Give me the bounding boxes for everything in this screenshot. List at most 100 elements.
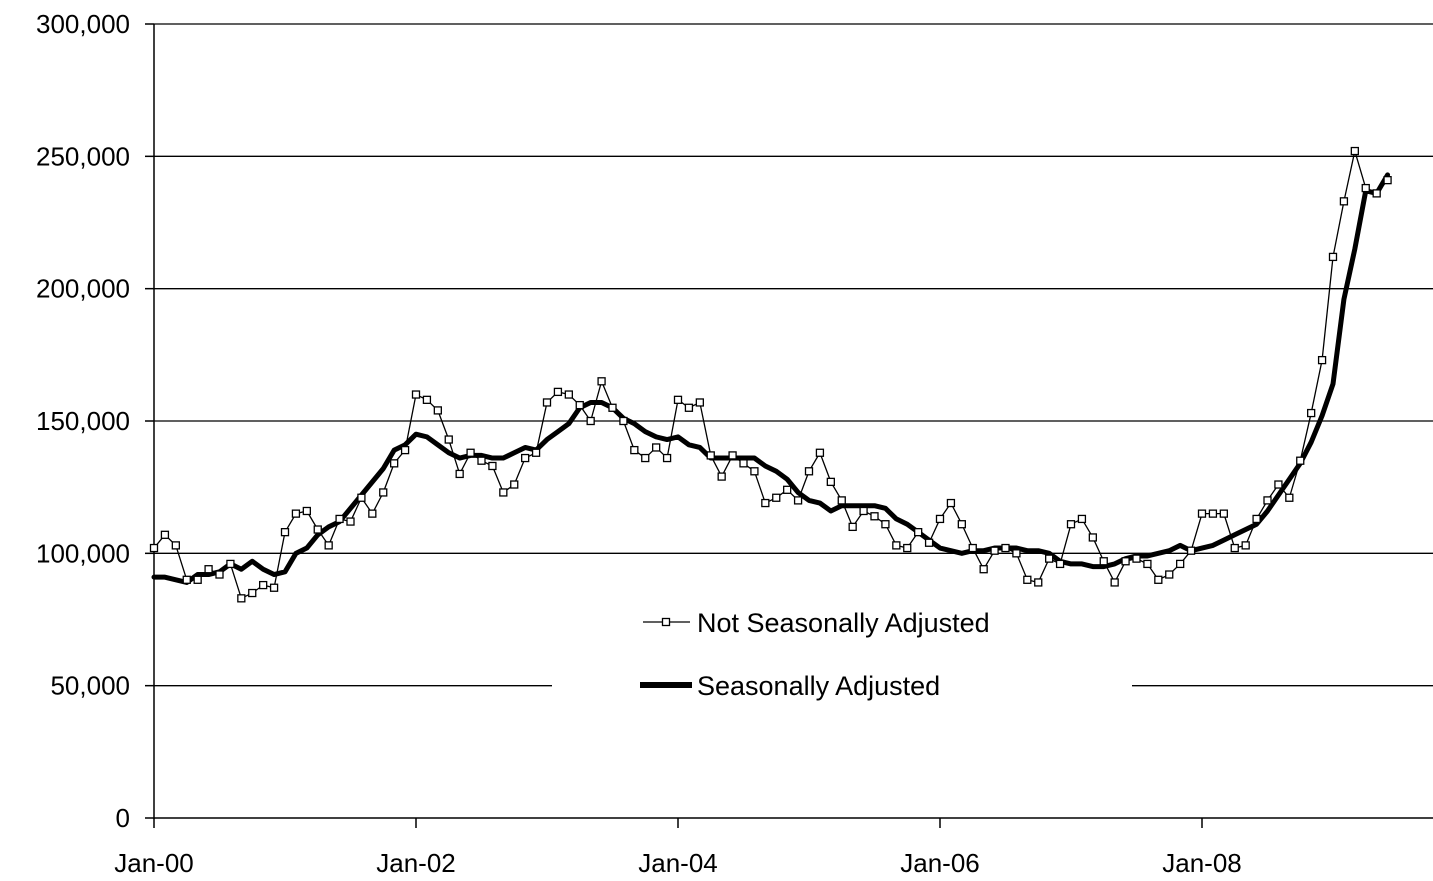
y-tick-label: 100,000	[36, 538, 130, 568]
data-point-marker	[160, 530, 170, 539]
data-point-marker	[346, 517, 355, 526]
data-point-marker	[368, 509, 377, 518]
data-point-marker	[662, 453, 672, 463]
data-point-marker	[433, 406, 442, 415]
data-point-marker	[335, 514, 344, 524]
data-point-marker	[204, 565, 213, 574]
data-point-marker	[761, 498, 770, 508]
data-point-marker	[1055, 559, 1065, 569]
data-point-marker	[280, 528, 290, 537]
data-point-marker	[706, 451, 715, 460]
data-point-marker	[1186, 546, 1196, 555]
data-point-marker	[837, 496, 846, 505]
data-point-marker	[149, 543, 159, 553]
data-point-marker	[739, 459, 748, 468]
data-point-marker	[466, 448, 475, 457]
data-point-marker	[1328, 252, 1338, 262]
data-point-marker	[531, 448, 541, 457]
data-point-marker	[269, 583, 279, 592]
data-point-marker	[1241, 541, 1250, 550]
data-point-marker	[1045, 554, 1054, 563]
data-point-marker	[477, 456, 486, 465]
x-tick-label: Jan-04	[638, 848, 718, 878]
legend-nsa-marker	[661, 617, 671, 627]
legend-label-not-seasonally-adjusted: Not Seasonally Adjusted	[697, 608, 990, 638]
data-point-marker	[1208, 509, 1218, 518]
x-tick-label: Jan-00	[114, 848, 194, 878]
data-point-marker	[597, 377, 606, 386]
data-point-marker	[924, 538, 934, 547]
data-point-marker	[422, 395, 432, 404]
data-point-marker	[968, 543, 977, 553]
data-point-marker	[182, 575, 191, 584]
y-tick-label: 150,000	[36, 406, 130, 436]
data-point-marker	[815, 448, 825, 457]
data-point-marker	[1023, 575, 1032, 584]
data-point-marker	[946, 498, 956, 508]
data-point-marker	[1383, 175, 1392, 185]
data-point-marker	[1307, 408, 1316, 418]
data-point-marker	[521, 453, 530, 463]
data-point-marker	[1034, 578, 1043, 587]
data-point-marker	[215, 570, 224, 579]
data-point-marker	[1165, 570, 1174, 579]
data-point-marker	[237, 594, 246, 603]
data-point-marker	[1274, 480, 1283, 489]
data-point-marker	[684, 403, 694, 412]
data-point-marker	[957, 520, 966, 529]
data-point-marker	[1154, 575, 1163, 584]
data-point-marker	[1317, 355, 1327, 365]
data-point-marker	[1099, 557, 1108, 566]
data-point-marker	[1077, 514, 1087, 524]
data-point-marker	[542, 398, 552, 407]
data-point-marker	[1110, 578, 1119, 587]
data-point-marker	[226, 559, 235, 569]
data-point-marker	[793, 496, 803, 505]
x-axis-tick-labels: Jan-00 Jan-02 Jan-04 Jan-06 Jan-08	[114, 818, 1242, 878]
data-point-marker	[717, 472, 726, 481]
data-point-marker	[510, 480, 519, 489]
data-point-marker	[1339, 197, 1349, 206]
y-axis-tick-labels: 0 50,000 100,000 150,000 200,000 250,000 300,0…	[36, 9, 154, 833]
data-point-marker	[1350, 146, 1359, 156]
data-point-marker	[750, 467, 759, 476]
data-point-marker	[1219, 509, 1228, 518]
data-point-marker	[1197, 509, 1207, 518]
data-point-marker	[870, 512, 879, 521]
data-point-marker	[302, 506, 311, 516]
data-point-marker	[1372, 189, 1381, 198]
data-point-marker	[826, 477, 835, 487]
data-point-marker	[979, 565, 988, 574]
data-point-marker	[553, 387, 563, 397]
data-point-marker	[324, 541, 333, 550]
data-point-marker	[804, 467, 814, 476]
series-not-seasonally-adjusted	[149, 146, 1392, 603]
data-point-marker	[673, 395, 683, 404]
data-point-marker	[259, 580, 268, 590]
data-point-marker	[783, 485, 792, 494]
data-point-marker	[411, 390, 421, 399]
data-point-marker	[772, 493, 781, 502]
data-point-marker	[608, 403, 617, 412]
data-point-marker	[1132, 554, 1141, 563]
data-point-marker	[1361, 183, 1370, 193]
data-point-marker	[630, 445, 639, 455]
data-point-marker	[859, 506, 868, 516]
data-point-marker	[1088, 533, 1097, 542]
data-point-marker	[248, 588, 257, 598]
data-point-marker	[1285, 493, 1294, 502]
data-point-marker	[400, 445, 410, 455]
data-point-marker	[444, 435, 453, 444]
data-point-marker	[1121, 557, 1130, 566]
data-point-marker	[1066, 520, 1076, 529]
data-point-marker	[357, 493, 366, 502]
data-point-marker	[1252, 514, 1261, 524]
data-point-marker	[728, 451, 737, 460]
data-point-marker	[652, 443, 661, 452]
data-point-marker	[1296, 456, 1305, 465]
y-tick-label: 250,000	[36, 141, 130, 171]
data-point-marker	[564, 390, 573, 399]
data-point-marker	[455, 469, 464, 479]
y-tick-label: 50,000	[50, 671, 130, 701]
